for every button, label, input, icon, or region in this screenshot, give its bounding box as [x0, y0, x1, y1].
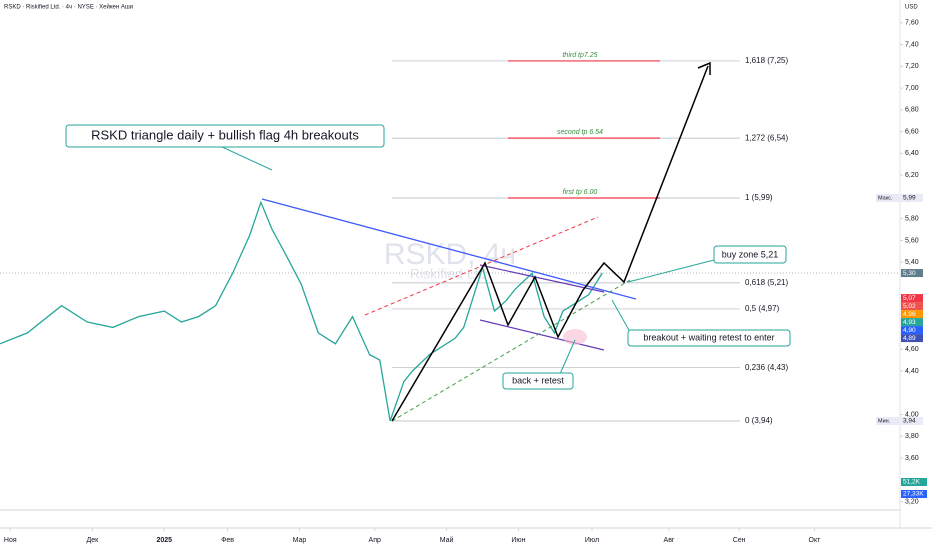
fib-label: 0 (3,94): [745, 416, 773, 425]
price-badge: [901, 310, 923, 319]
y-tick-label: 4,60: [905, 346, 919, 353]
y-tick-label: 6,40: [905, 150, 919, 157]
y-tick-label: 5,40: [905, 259, 919, 266]
extreme-badge-bg: [876, 193, 900, 202]
x-tick-label: Фев: [221, 537, 234, 544]
y-tick-label: 4,40: [905, 368, 919, 375]
price-badge-label: 5,07: [903, 295, 916, 302]
annotation: back + retest: [502, 372, 574, 390]
x-tick-label: Июн: [511, 537, 525, 544]
trendline: [479, 264, 605, 293]
target-label: second tp 6.54: [557, 129, 603, 136]
price-badge: [901, 294, 923, 303]
y-tick-label: 5,60: [905, 237, 919, 244]
volume-badge-label: 27,33K: [903, 491, 924, 498]
y-tick-label: 5,80: [905, 216, 919, 223]
x-tick-label: Дек: [87, 537, 100, 544]
callout-line: [219, 145, 273, 171]
watermark-sub: Riskified Ltd.: [410, 266, 490, 282]
price-badge: [901, 269, 923, 278]
price-badge-label: 5,02: [903, 303, 916, 310]
volume-badge-label: 51,2K: [903, 479, 921, 486]
price-badge: [901, 318, 923, 327]
target-label: first tp 6.00: [563, 189, 598, 196]
callout-line: [611, 299, 631, 333]
currency: USD: [905, 5, 918, 11]
x-tick-label: Ноя: [4, 537, 17, 544]
drawings: [219, 61, 715, 422]
price-badge: [901, 334, 923, 343]
y-tick-label: 6,80: [905, 107, 919, 114]
extreme-badge-bg: [876, 417, 900, 426]
y-tick-label: 3,80: [905, 433, 919, 440]
x-tick-label: Май: [440, 536, 454, 544]
y-tick-label: 7,20: [905, 63, 919, 70]
annotation-text: breakout + waiting retest to enter: [643, 332, 774, 342]
x-tick-label: Июл: [585, 537, 599, 544]
trendline: [479, 319, 605, 351]
y-tick-label: 6,60: [905, 128, 919, 135]
annotation-text: buy zone 5,21: [722, 249, 779, 259]
price-badge-label: 3,94: [903, 418, 916, 425]
annotation: buy zone 5,21: [713, 245, 787, 264]
y-tick-label: 4,00: [905, 411, 919, 418]
price-badge-label: 5,30: [903, 270, 916, 277]
volume-badge: [901, 478, 927, 486]
target-label: third tp7.25: [562, 52, 597, 59]
price-badge-label: 4,89: [903, 335, 916, 342]
price-badge-label: 4,90: [903, 327, 916, 334]
fib-label: 1 (5,99): [745, 193, 773, 202]
y-tick-label: 7,60: [905, 20, 919, 27]
x-tick-label: Апр: [369, 537, 381, 544]
fib-label: 0,236 (4,43): [745, 363, 788, 372]
price-badge: [901, 302, 923, 311]
channel-line: [364, 216, 599, 316]
y-tick-label: 3,20: [905, 498, 919, 505]
price-badge: [901, 326, 923, 335]
extreme-badge-name: Макс.: [878, 195, 893, 201]
annotation-text: back + retest: [512, 375, 564, 385]
price-badge: [901, 417, 923, 426]
extreme-badge-name: Мин.: [878, 418, 891, 424]
y-tick-label: 6,20: [905, 172, 919, 179]
price-line: [0, 200, 603, 422]
price-badge: [901, 193, 923, 202]
price-badge-label: 4,93: [903, 319, 916, 326]
fib-label: 1,618 (7,25): [745, 56, 788, 65]
fib-label: 1,272 (6,54): [745, 133, 788, 142]
price-badge-label: 4,96: [903, 311, 916, 318]
trendline: [261, 198, 637, 300]
x-tick-label: 2025: [156, 537, 172, 544]
volume-badge: [901, 490, 927, 498]
projection-path: [391, 65, 709, 422]
y-tick-label: 7,00: [905, 85, 919, 92]
fib-label: 0,5 (4,97): [745, 304, 780, 313]
arrow-head: [697, 61, 711, 75]
channel-line: [391, 279, 631, 422]
x-tick-label: Авг: [664, 537, 675, 544]
price-badge-label: 5,99: [903, 195, 916, 202]
callout-line: [559, 339, 576, 375]
x-tick-label: Мар: [293, 537, 307, 544]
fib-label: 0,618 (5,21): [745, 278, 788, 287]
chart-title: RSKD · Riskified Ltd. · 4ч · NYSE · Хейк…: [4, 4, 133, 11]
retest-zone: [563, 329, 587, 345]
callout-line: [627, 259, 715, 283]
watermark: RSKD, 4ч: [384, 238, 516, 271]
x-tick-label: Окт: [809, 537, 822, 544]
x-tick-label: Сен: [733, 537, 746, 544]
annotation: RSKD triangle daily + bullish flag 4h br…: [65, 124, 385, 148]
annotation-text: RSKD triangle daily + bullish flag 4h br…: [91, 127, 359, 142]
annotation: breakout + waiting retest to enter: [627, 329, 791, 347]
y-tick-label: 7,40: [905, 41, 919, 48]
y-tick-label: 3,60: [905, 455, 919, 462]
